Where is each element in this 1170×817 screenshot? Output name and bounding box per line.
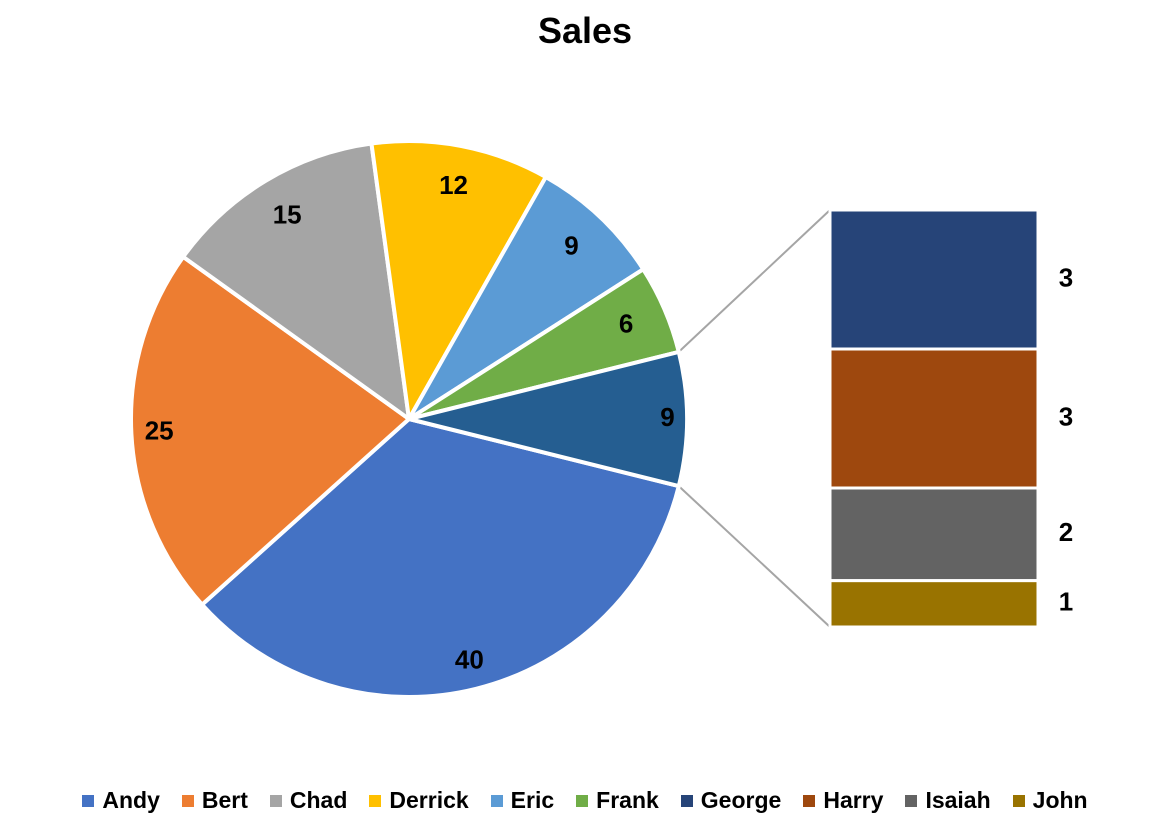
bar-segment-john [828, 579, 1040, 629]
legend-label: Eric [510, 787, 555, 813]
bar-segment-harry [828, 347, 1040, 490]
legend-item-derrick: Derrick [369, 787, 469, 814]
legend-swatch [576, 794, 589, 807]
pie-label-bert: 25 [145, 415, 174, 445]
pie-slice-chad [181, 141, 411, 421]
legend-label: Isaiah [925, 787, 991, 813]
legend-swatch [269, 794, 282, 807]
bar-label-isaiah: 2 [1059, 517, 1073, 547]
legend-item-chad: Chad [269, 787, 348, 814]
legend-swatch [803, 794, 816, 807]
pie-label-eric: 9 [564, 230, 578, 260]
connector-line-bottom [678, 485, 831, 628]
legend-label: Harry [823, 787, 884, 813]
legend-label: Frank [596, 787, 659, 813]
chart-legend: Andy Bert Chad Derrick Eric Frank George Harry I… [0, 787, 1170, 814]
pie-slice-eric [407, 175, 646, 421]
legend-item-harry: Harry [803, 787, 883, 814]
bar-label-harry: 3 [1059, 401, 1073, 431]
legend-item-isaiah: Isaiah [905, 787, 991, 814]
legend-item-george: George [680, 787, 782, 814]
legend-swatch [82, 794, 95, 807]
data-labels: 40 25 15 12 9 6 9 3 3 2 1 [145, 170, 1074, 675]
pie-slice-bert [129, 254, 411, 607]
legend-label: John [1032, 787, 1088, 813]
legend-item-bert: Bert [181, 787, 248, 814]
bar-label-john: 1 [1059, 587, 1073, 617]
legend-swatch [1012, 794, 1025, 807]
secondary-stacked-bar [828, 208, 1040, 629]
legend-item-andy: Andy [82, 787, 160, 814]
pie-slice-other [407, 349, 689, 489]
legend-swatch [181, 794, 194, 807]
pie-label-other: 9 [660, 402, 674, 432]
legend-swatch [905, 794, 918, 807]
legend-swatch [369, 794, 382, 807]
connector-lines [678, 209, 831, 628]
pie-slice-andy [200, 417, 681, 699]
legend-label: Chad [289, 787, 348, 813]
pie-label-derrick: 12 [439, 170, 468, 200]
connector-line-top [678, 209, 831, 353]
legend-swatch [490, 794, 503, 807]
pie-label-chad: 15 [273, 199, 302, 229]
bar-label-george: 3 [1059, 262, 1073, 292]
chart-title: Sales [537, 10, 633, 51]
pie-slice-derrick [369, 139, 548, 421]
legend-label: Derrick [389, 787, 469, 813]
pie-label-andy: 40 [455, 645, 484, 675]
legend-label: Bert [201, 787, 248, 813]
legend-swatch [680, 794, 693, 807]
legend-item-frank: Frank [576, 787, 659, 814]
bar-segment-isaiah [828, 486, 1040, 583]
legend-item-eric: Eric [490, 787, 555, 814]
bar-segment-george [828, 208, 1040, 351]
legend-item-john: John [1012, 787, 1088, 814]
pie-label-frank: 6 [619, 308, 633, 338]
legend-label: Andy [102, 787, 160, 813]
legend-label: George [700, 787, 782, 813]
main-pie [129, 139, 689, 699]
